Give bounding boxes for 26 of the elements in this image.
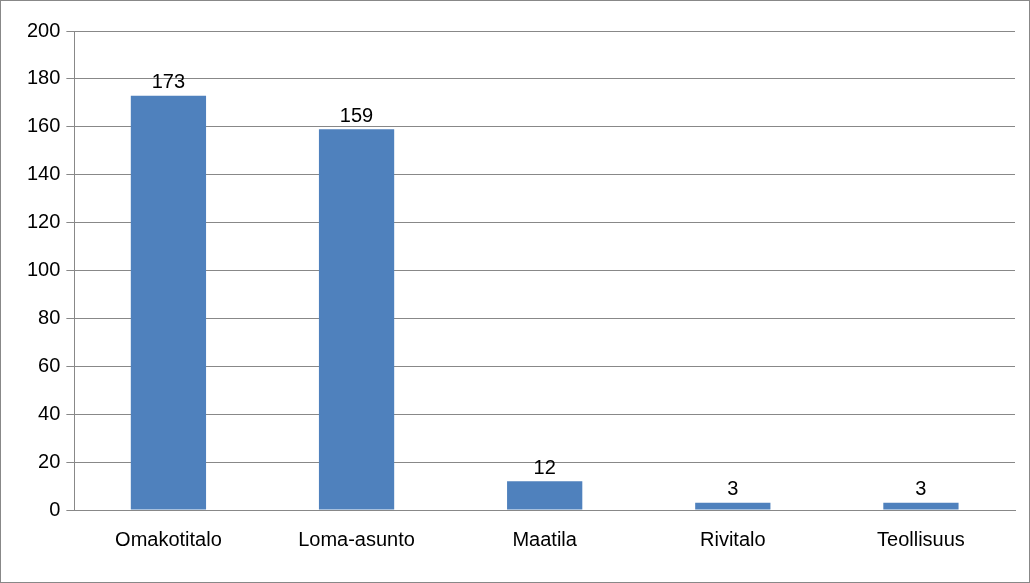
- x-tick-label: Maatila: [512, 527, 578, 550]
- y-tick-label: 120: [26, 210, 61, 233]
- y-tick-label: 80: [38, 305, 61, 328]
- y-tick-label: 140: [26, 162, 61, 185]
- bar: [507, 481, 583, 510]
- x-tick-label: Rivitalo: [700, 527, 766, 550]
- x-tick-label: Omakotitalo: [115, 527, 222, 550]
- bar: [695, 502, 771, 510]
- y-tick-label: 180: [26, 66, 61, 89]
- y-tick-label: 100: [26, 258, 61, 281]
- y-tick-label: 160: [26, 114, 61, 137]
- x-tick-label: Teollisuus: [877, 527, 965, 550]
- data-label: 159: [339, 103, 374, 126]
- bar: [130, 95, 207, 510]
- y-tick-label: 20: [38, 449, 61, 472]
- bar: [318, 129, 395, 510]
- data-label: 3: [727, 477, 739, 500]
- bar: [883, 502, 959, 510]
- data-label: 173: [151, 70, 186, 93]
- y-tick-label: 40: [38, 401, 61, 424]
- data-label: 12: [533, 455, 556, 478]
- y-tick-label: 0: [49, 497, 61, 520]
- x-tick-label: Loma-asunto: [298, 527, 415, 550]
- y-tick-label: 200: [26, 18, 61, 41]
- data-label: 3: [915, 477, 927, 500]
- y-tick-label: 60: [38, 353, 61, 376]
